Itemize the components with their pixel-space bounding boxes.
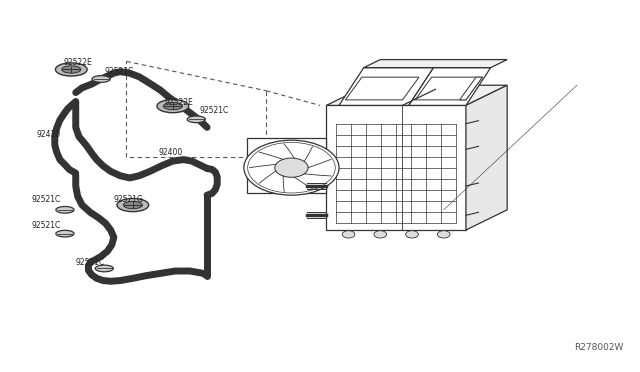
Polygon shape bbox=[339, 68, 433, 105]
Text: 92521C: 92521C bbox=[76, 258, 105, 267]
Circle shape bbox=[374, 231, 387, 238]
Polygon shape bbox=[326, 85, 507, 105]
Text: 92521C: 92521C bbox=[104, 67, 134, 76]
Text: 92522E: 92522E bbox=[63, 58, 92, 67]
Text: 92521G: 92521G bbox=[114, 196, 144, 205]
Ellipse shape bbox=[95, 265, 113, 272]
Polygon shape bbox=[326, 105, 466, 230]
Polygon shape bbox=[415, 77, 483, 100]
Ellipse shape bbox=[188, 116, 205, 123]
Text: 92522E: 92522E bbox=[164, 98, 193, 108]
Ellipse shape bbox=[62, 66, 81, 73]
Polygon shape bbox=[466, 85, 507, 230]
Text: 92400: 92400 bbox=[158, 148, 182, 157]
Polygon shape bbox=[460, 77, 483, 100]
Text: R278002W: R278002W bbox=[575, 343, 624, 352]
Circle shape bbox=[437, 231, 450, 238]
Ellipse shape bbox=[92, 76, 110, 82]
Text: 92521C: 92521C bbox=[31, 196, 61, 205]
Ellipse shape bbox=[124, 201, 142, 209]
Circle shape bbox=[342, 231, 355, 238]
Polygon shape bbox=[346, 77, 419, 100]
Circle shape bbox=[275, 158, 308, 177]
Polygon shape bbox=[409, 68, 491, 105]
Circle shape bbox=[244, 140, 339, 195]
Ellipse shape bbox=[56, 63, 87, 76]
Polygon shape bbox=[364, 60, 507, 68]
Ellipse shape bbox=[163, 102, 182, 110]
Ellipse shape bbox=[157, 100, 189, 113]
Ellipse shape bbox=[117, 198, 148, 212]
Circle shape bbox=[406, 231, 419, 238]
Polygon shape bbox=[247, 138, 326, 193]
Ellipse shape bbox=[56, 230, 74, 237]
Ellipse shape bbox=[56, 206, 74, 213]
Text: 92410: 92410 bbox=[36, 129, 61, 138]
Text: 92521C: 92521C bbox=[31, 221, 61, 230]
Text: 92521C: 92521C bbox=[200, 106, 228, 115]
